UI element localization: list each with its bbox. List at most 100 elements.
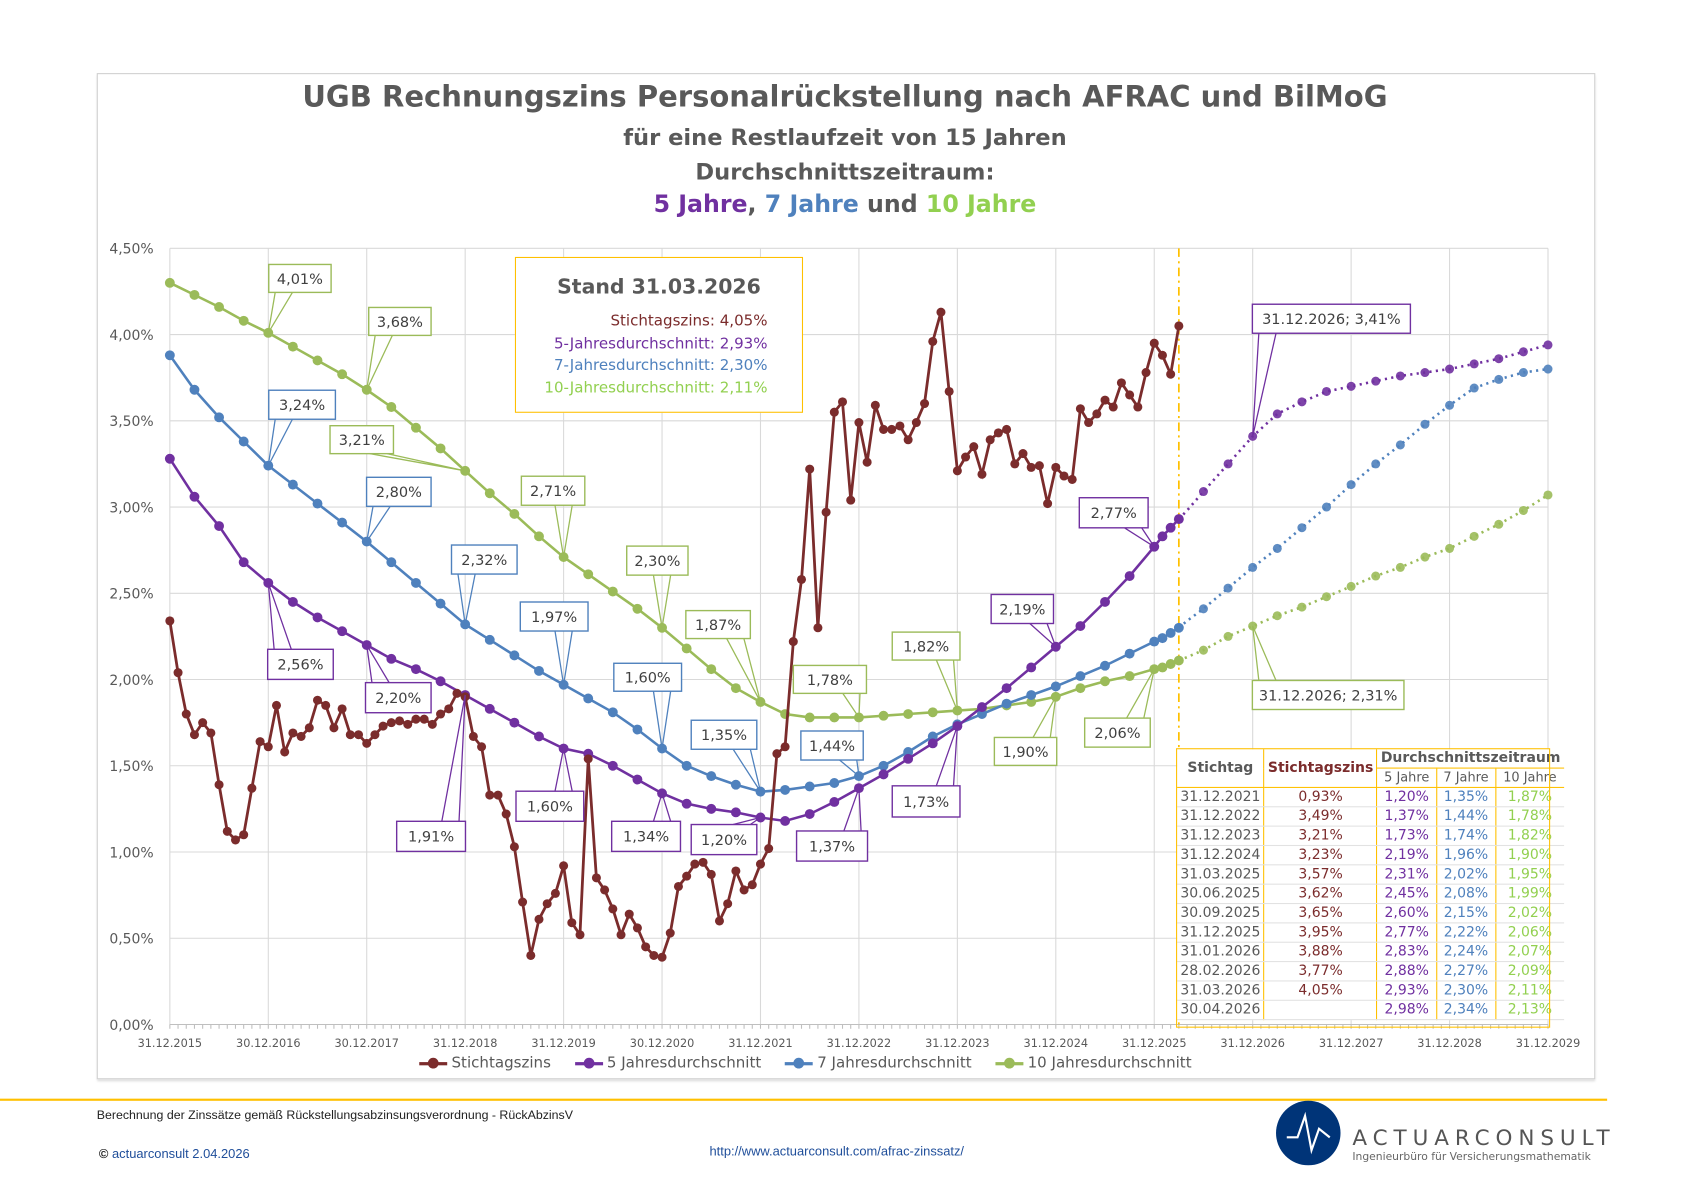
callout-label: 1,97% bbox=[531, 610, 577, 626]
data-point bbox=[1157, 350, 1167, 360]
legend-label: Stichtagszins bbox=[451, 1054, 551, 1072]
data-point bbox=[1125, 390, 1135, 400]
cell-stichtagszins: 3,21% bbox=[1264, 826, 1378, 847]
data-point bbox=[780, 816, 791, 826]
data-point bbox=[534, 731, 544, 742]
callout-leader bbox=[839, 759, 860, 778]
data-point bbox=[403, 719, 413, 729]
legend-item-stichtag[interactable]: Stichtagszins bbox=[419, 1055, 551, 1072]
callout-label: 1,78% bbox=[807, 673, 853, 689]
cell-10y: 1,95% bbox=[1495, 864, 1564, 885]
callout-label: 2,56% bbox=[277, 658, 323, 674]
legend-swatch bbox=[995, 1057, 1024, 1069]
footer-url-link[interactable]: http://www.actuarconsult.com/afrac-zinss… bbox=[709, 1143, 965, 1159]
callout-box bbox=[520, 475, 586, 506]
data-point bbox=[509, 650, 520, 661]
legend-item-7y[interactable]: 7 Jahresdurchschnitt bbox=[784, 1054, 972, 1072]
projection-point bbox=[1297, 523, 1307, 533]
cell-7y: 1,96% bbox=[1436, 845, 1497, 866]
legend-label: 10 Jahresdurchschnitt bbox=[1027, 1054, 1192, 1072]
table-row: 31.12.2023 3,21% 1,73% 1,74% 1,82% bbox=[1177, 826, 1564, 847]
period-7: 7 Jahre bbox=[764, 191, 859, 219]
callout-box bbox=[1251, 303, 1412, 334]
projection-point bbox=[1297, 602, 1307, 612]
cell-5y: 1,20% bbox=[1377, 787, 1437, 808]
table-row: 31.12.2025 3,95% 2,77% 2,22% 2,06% bbox=[1177, 922, 1564, 943]
data-point bbox=[1075, 671, 1086, 682]
table-row: 31.03.2026 4,05% 2,93% 2,30% 2,11% bbox=[1177, 980, 1564, 1001]
cell-5y: 2,77% bbox=[1377, 922, 1437, 943]
projection-point bbox=[1395, 562, 1405, 572]
annotation-callout: 1,44% bbox=[800, 730, 864, 778]
data-point bbox=[1043, 499, 1053, 509]
data-point bbox=[1166, 369, 1176, 379]
data-point bbox=[321, 700, 331, 710]
data-point bbox=[1051, 462, 1061, 472]
data-point bbox=[1050, 681, 1061, 692]
data-point bbox=[312, 612, 323, 623]
data-point bbox=[714, 916, 724, 926]
cell-stichtag: 31.12.2024 bbox=[1177, 845, 1265, 866]
data-point bbox=[214, 521, 225, 531]
cell-7y: 2,27% bbox=[1436, 961, 1497, 982]
data-point bbox=[238, 557, 249, 568]
cell-7y: 2,02% bbox=[1436, 864, 1497, 885]
projection-point bbox=[1420, 419, 1430, 429]
callout-label: 31.12.2026; 2,31% bbox=[1259, 688, 1398, 704]
data-point bbox=[435, 676, 446, 687]
cell-stichtag: 31.01.2026 bbox=[1177, 942, 1265, 963]
data-point bbox=[386, 402, 397, 412]
data-point bbox=[878, 760, 889, 771]
legend-item-5y[interactable]: 5 Jahresdurchschnitt bbox=[574, 1055, 761, 1072]
annotation-callout: 3,24% bbox=[267, 389, 337, 466]
projection-point bbox=[1420, 552, 1430, 562]
cell-5y: 2,93% bbox=[1377, 980, 1437, 1001]
callout-box bbox=[329, 425, 395, 455]
cell-10y: 1,82% bbox=[1495, 826, 1564, 847]
y-tick-label: 4,00% bbox=[109, 328, 153, 344]
annotation-callout: 2,32% bbox=[450, 544, 518, 625]
projection-point bbox=[1494, 519, 1504, 529]
data-point bbox=[468, 731, 478, 741]
x-tick-label: 31.12.2024 bbox=[1024, 1037, 1089, 1050]
callout-label: 1,34% bbox=[623, 830, 669, 846]
legend-swatch bbox=[574, 1057, 603, 1069]
data-point bbox=[927, 707, 938, 718]
cell-10y: 1,90% bbox=[1495, 845, 1564, 866]
data-point bbox=[485, 790, 495, 800]
callout-label: 1,87% bbox=[695, 618, 741, 634]
callout-label: 2,20% bbox=[375, 691, 421, 707]
projection-point bbox=[1198, 645, 1208, 655]
data-point bbox=[386, 557, 397, 568]
y-tick-label: 2,00% bbox=[109, 673, 153, 689]
annotation-callout: 1,90% bbox=[993, 696, 1058, 767]
callout-leader bbox=[1126, 668, 1155, 719]
x-tick-label: 30.12.2017 bbox=[334, 1037, 399, 1050]
data-point bbox=[985, 435, 995, 445]
table-row: 28.02.2026 3,77% 2,88% 2,27% 2,09% bbox=[1177, 961, 1564, 982]
cell-stichtag: 30.09.2025 bbox=[1177, 903, 1265, 924]
annotation-callout: 1,82% bbox=[891, 631, 961, 711]
data-point bbox=[312, 498, 323, 509]
data-point bbox=[1100, 676, 1110, 687]
callout-box bbox=[800, 730, 864, 761]
projection-point bbox=[1469, 383, 1479, 393]
data-point bbox=[583, 569, 594, 580]
data-point bbox=[903, 753, 914, 764]
cell-5y: 2,83% bbox=[1377, 942, 1437, 963]
callout-label: 2,30% bbox=[634, 554, 680, 570]
projection-point bbox=[1272, 543, 1282, 553]
table-row: 31.03.2025 3,57% 2,31% 2,02% 1,95% bbox=[1177, 864, 1564, 885]
callout-leader bbox=[652, 791, 672, 822]
x-tick-label: 30.12.2020 bbox=[630, 1037, 695, 1050]
copyright-text[interactable]: actuarconsult 2.04.2026 bbox=[112, 1145, 250, 1161]
annotation-callout: 1,97% bbox=[519, 601, 589, 685]
data-point bbox=[1124, 648, 1135, 659]
callout-label: 2,32% bbox=[461, 553, 507, 569]
legend-item-10y[interactable]: 10 Jahresdurchschnitt bbox=[995, 1054, 1192, 1072]
projection-point bbox=[1346, 480, 1356, 490]
callout-box bbox=[685, 609, 752, 640]
data-point bbox=[870, 400, 880, 410]
legend-label: 7 Jahresdurchschnitt bbox=[817, 1054, 972, 1072]
cell-5y: 2,19% bbox=[1377, 845, 1437, 866]
